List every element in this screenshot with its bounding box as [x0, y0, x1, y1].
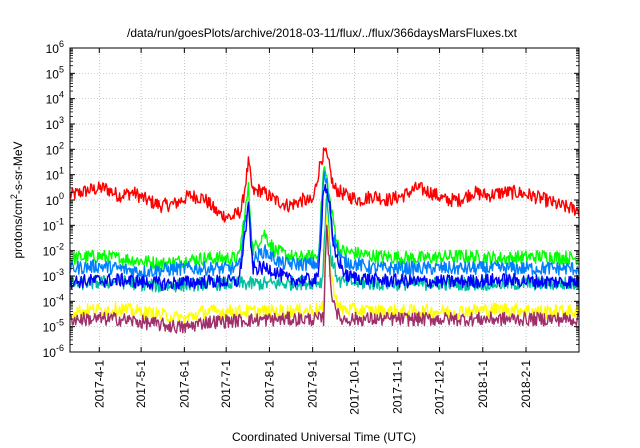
x-tick-label: 2017-9-1 [306, 360, 320, 408]
y-tick-label-base: 10 [46, 143, 60, 157]
y-tick-label-base: 10 [43, 321, 57, 335]
y-axis: 10-610-510-410-310-210-11001011021031041… [43, 39, 579, 360]
x-tick-label: 2017-10-1 [347, 360, 361, 415]
y-tick-label-base: 10 [46, 42, 60, 56]
x-axis: 2017-4-1 2017-5-1 2017-6-1 2017-7-1 2017-8-1… [92, 48, 533, 415]
x-tick-label: 2018-2-1 [519, 360, 533, 408]
y-axis-label-part2: -s-sr-MeV [11, 141, 25, 194]
y-tick-label-exp: 5 [59, 64, 64, 74]
y-tick-label-exp: -3 [56, 267, 64, 277]
y-tick-label-base: 10 [43, 219, 57, 233]
x-tick-label: 2017-5-1 [134, 360, 148, 408]
y-tick-label-base: 10 [43, 346, 57, 360]
y-tick-label-exp: -2 [56, 242, 64, 252]
y-tick-label: 105 [46, 64, 64, 81]
y-tick-label: 104 [46, 90, 64, 107]
series-line [69, 147, 580, 223]
y-tick-label-base: 10 [46, 194, 60, 208]
plot-area [69, 147, 580, 334]
y-tick-label-base: 10 [46, 67, 60, 81]
x-tick-label: 2017-8-1 [262, 360, 276, 408]
y-tick-label-exp: -5 [56, 318, 64, 328]
y-tick-label-exp: 3 [59, 115, 64, 125]
y-tick-label-base: 10 [46, 118, 60, 132]
y-tick-label: 102 [46, 140, 64, 157]
y-tick-label-exp: -1 [56, 216, 64, 226]
y-tick-label-exp: -6 [56, 343, 64, 353]
chart-title: /data/run/goesPlots/archive/2018-03-11/f… [127, 26, 518, 40]
series-line [69, 170, 580, 278]
x-axis-label: Coordinated Universal Time (UTC) [232, 430, 416, 444]
y-tick-label-base: 10 [46, 93, 60, 107]
y-tick-label-base: 10 [46, 169, 60, 183]
y-tick-label-base: 10 [43, 295, 57, 309]
series-line [69, 166, 580, 271]
x-tick-label: 2017-4-1 [92, 360, 106, 408]
series-line [69, 183, 580, 292]
y-tick-label: 10-1 [43, 216, 64, 233]
x-tick-label: 2017-11-1 [391, 360, 405, 414]
y-tick-label: 10-5 [43, 318, 64, 335]
y-tick-label: 101 [46, 166, 64, 183]
x-tick-label: 2018-1-1 [476, 360, 490, 408]
y-tick-label-exp: 0 [59, 191, 64, 201]
y-tick-label-exp: 1 [59, 166, 64, 176]
y-tick-label: 10-2 [43, 242, 64, 259]
x-tick-label: 2017-12-1 [433, 360, 447, 415]
y-axis-label-part1: protons/cm [11, 199, 25, 258]
x-tick-label: 2017-7-1 [219, 360, 233, 408]
y-tick-label-exp: -4 [56, 292, 64, 302]
series-line [69, 224, 580, 334]
y-tick-label: 10-4 [43, 292, 64, 309]
y-tick-label-exp: 2 [59, 140, 64, 150]
y-tick-label-base: 10 [43, 270, 57, 284]
y-tick-label: 10-3 [43, 267, 64, 284]
y-axis-label-sup: 2 [9, 194, 19, 199]
y-tick-label: 10-6 [43, 343, 64, 360]
y-tick-label-exp: 6 [59, 39, 64, 49]
y-tick-label: 100 [46, 191, 64, 208]
y-tick-label: 103 [46, 115, 64, 132]
y-tick-label-exp: 4 [59, 90, 64, 100]
x-tick-label: 2017-6-1 [177, 360, 191, 408]
y-tick-label-base: 10 [43, 245, 57, 259]
y-tick-label: 106 [46, 39, 64, 56]
y-axis-label: protons/cm2-s-sr-MeV [9, 141, 25, 258]
